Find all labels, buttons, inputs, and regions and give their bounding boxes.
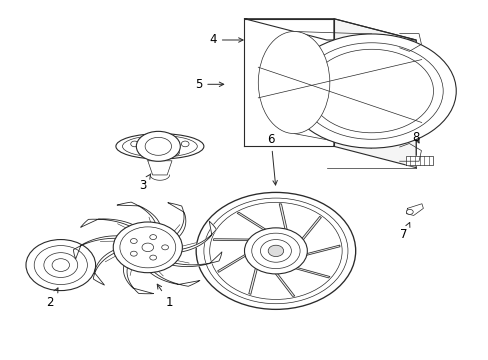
Circle shape (34, 246, 87, 284)
Text: 5: 5 (195, 78, 223, 91)
Circle shape (406, 210, 412, 215)
Ellipse shape (309, 49, 433, 133)
Text: 4: 4 (209, 33, 243, 46)
Circle shape (244, 228, 307, 274)
Polygon shape (291, 267, 329, 278)
Polygon shape (248, 265, 257, 294)
Polygon shape (73, 236, 124, 259)
Polygon shape (333, 19, 415, 168)
Circle shape (149, 255, 156, 260)
Circle shape (130, 141, 138, 147)
Circle shape (171, 150, 179, 156)
Ellipse shape (122, 136, 197, 157)
Polygon shape (406, 156, 432, 166)
Circle shape (156, 144, 163, 149)
Circle shape (145, 136, 174, 157)
Circle shape (44, 253, 78, 278)
Circle shape (120, 227, 175, 268)
Text: 6: 6 (267, 133, 277, 185)
Polygon shape (81, 219, 141, 230)
Circle shape (113, 222, 182, 273)
Circle shape (130, 239, 137, 243)
Polygon shape (167, 203, 185, 240)
Text: 7: 7 (400, 222, 409, 242)
Circle shape (162, 245, 168, 250)
Polygon shape (117, 202, 161, 231)
Circle shape (156, 136, 163, 141)
Polygon shape (175, 221, 216, 253)
Circle shape (142, 243, 153, 252)
Polygon shape (163, 252, 222, 267)
Circle shape (196, 192, 355, 309)
Circle shape (26, 239, 95, 291)
Circle shape (251, 233, 300, 269)
Circle shape (267, 245, 283, 257)
Text: 8: 8 (411, 131, 419, 144)
Circle shape (151, 140, 168, 153)
Polygon shape (213, 239, 252, 240)
Polygon shape (144, 265, 200, 286)
Circle shape (181, 141, 189, 147)
Ellipse shape (116, 134, 203, 159)
Ellipse shape (136, 131, 180, 161)
Polygon shape (244, 19, 415, 40)
Ellipse shape (145, 138, 171, 155)
Polygon shape (217, 253, 248, 272)
Circle shape (203, 198, 347, 304)
Circle shape (209, 202, 342, 300)
Text: 3: 3 (139, 174, 151, 192)
Polygon shape (300, 216, 321, 242)
Polygon shape (303, 245, 339, 256)
Circle shape (130, 251, 137, 256)
Polygon shape (147, 161, 172, 175)
Polygon shape (406, 204, 423, 215)
Polygon shape (93, 248, 119, 285)
Polygon shape (279, 204, 287, 232)
Polygon shape (273, 271, 294, 296)
Ellipse shape (300, 43, 442, 139)
Circle shape (140, 150, 148, 156)
Circle shape (149, 235, 156, 240)
Circle shape (52, 259, 69, 271)
Polygon shape (237, 212, 268, 231)
Polygon shape (123, 260, 153, 294)
Circle shape (260, 239, 291, 262)
Text: 2: 2 (46, 288, 58, 309)
Ellipse shape (286, 34, 455, 148)
Ellipse shape (258, 31, 329, 134)
Text: 1: 1 (157, 284, 173, 309)
